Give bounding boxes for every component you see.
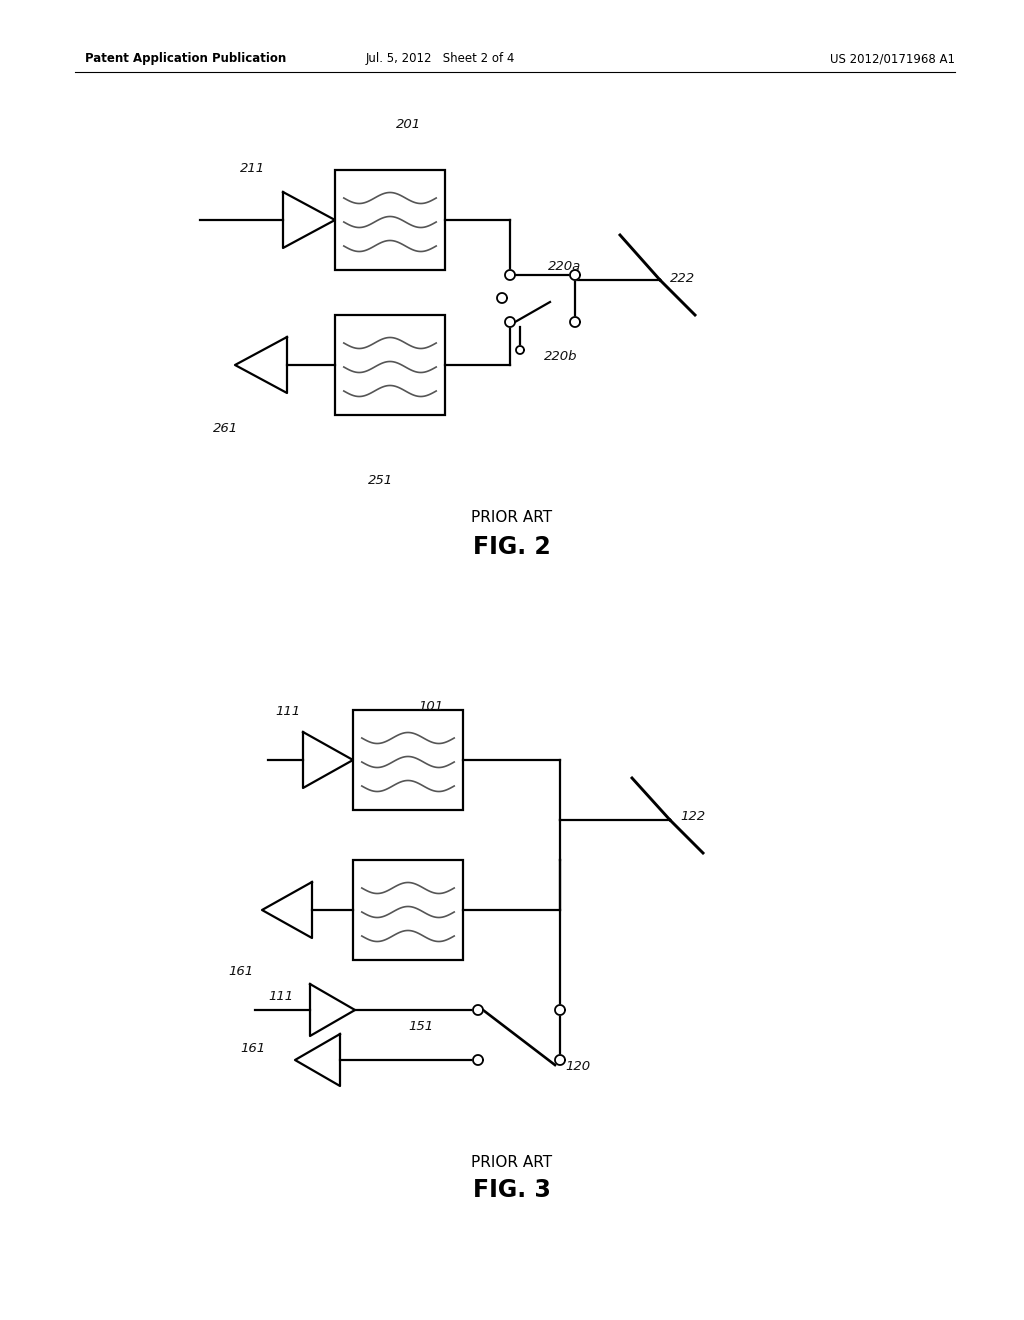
- Polygon shape: [497, 293, 507, 304]
- Text: 161: 161: [240, 1041, 265, 1055]
- Polygon shape: [473, 1055, 483, 1065]
- Polygon shape: [570, 271, 580, 280]
- Text: 161: 161: [228, 965, 253, 978]
- Text: 222: 222: [670, 272, 695, 285]
- Text: 220b: 220b: [544, 350, 578, 363]
- Text: 111: 111: [268, 990, 293, 1003]
- Polygon shape: [570, 317, 580, 327]
- Text: 251: 251: [368, 474, 393, 487]
- Text: 120: 120: [565, 1060, 590, 1073]
- Text: 211: 211: [240, 162, 265, 176]
- Polygon shape: [505, 271, 515, 280]
- Text: 261: 261: [213, 422, 239, 436]
- Text: US 2012/0171968 A1: US 2012/0171968 A1: [830, 51, 955, 65]
- Polygon shape: [555, 1055, 565, 1065]
- Polygon shape: [505, 317, 515, 327]
- Text: 220a: 220a: [548, 260, 582, 273]
- Text: FIG. 2: FIG. 2: [473, 535, 551, 558]
- Bar: [335, 315, 445, 414]
- Bar: [353, 710, 463, 810]
- Bar: [335, 170, 445, 271]
- Text: Jul. 5, 2012   Sheet 2 of 4: Jul. 5, 2012 Sheet 2 of 4: [366, 51, 515, 65]
- Text: 151: 151: [408, 1020, 433, 1034]
- Text: 111: 111: [275, 705, 300, 718]
- Bar: [353, 861, 463, 960]
- Text: 101: 101: [418, 700, 443, 713]
- Text: Patent Application Publication: Patent Application Publication: [85, 51, 287, 65]
- Polygon shape: [516, 346, 524, 354]
- Text: FIG. 3: FIG. 3: [473, 1177, 551, 1203]
- Text: 201: 201: [396, 117, 421, 131]
- Text: PRIOR ART: PRIOR ART: [471, 1155, 553, 1170]
- Text: 122: 122: [680, 810, 706, 822]
- Text: PRIOR ART: PRIOR ART: [471, 510, 553, 525]
- Polygon shape: [473, 1005, 483, 1015]
- Polygon shape: [555, 1005, 565, 1015]
